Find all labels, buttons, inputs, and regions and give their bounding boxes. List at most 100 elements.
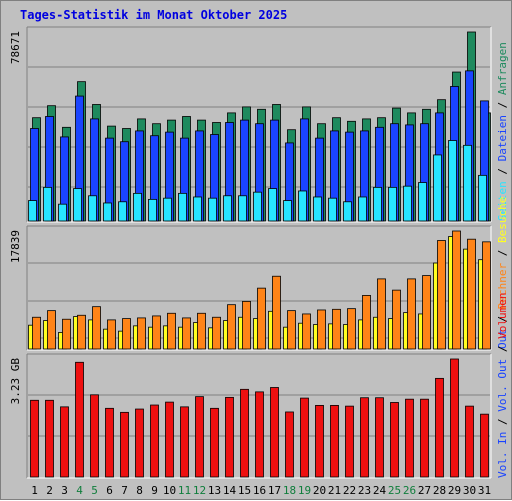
- x-tick-label-day-31: 31: [478, 484, 491, 497]
- x-tick-label-day-15: 15: [238, 484, 251, 497]
- legend-panel-3-separator-2: /: [496, 339, 509, 359]
- bar-seiten-day-9: [148, 198, 157, 222]
- x-tick-label-day-25: 25: [388, 484, 401, 497]
- bar-volumen-day-30: [465, 405, 474, 478]
- bar-seiten-day-1: [28, 200, 37, 222]
- legend-panel-2-besuche: Besuche: [496, 197, 509, 243]
- x-tick-label-day-10: 10: [163, 484, 176, 497]
- bar-seiten-day-6: [103, 202, 112, 222]
- x-tick-label-day-30: 30: [463, 484, 476, 497]
- panel-1-ymax-label: 78671: [9, 31, 22, 64]
- x-tick-label-day-1: 1: [31, 484, 38, 497]
- bar-volumen-day-28: [435, 377, 444, 478]
- x-tick-label-day-19: 19: [298, 484, 311, 497]
- x-tick-label-day-9: 9: [151, 484, 158, 497]
- legend-panel-2-separator-1: /: [496, 309, 509, 329]
- bar-rechner-day-26: [407, 278, 416, 350]
- x-tick-label-day-23: 23: [358, 484, 371, 497]
- x-tick-label-day-22: 22: [343, 484, 356, 497]
- bar-rechner-day-9: [152, 315, 161, 350]
- legend-panel-2-rechner: Rechner: [496, 263, 509, 310]
- bar-volumen-day-2: [45, 399, 54, 478]
- legend-panel-1-dateien: Dateien: [496, 115, 509, 161]
- legend-panel-2: Out / Rechner / Besuche: [496, 197, 509, 349]
- x-tick-label-day-14: 14: [223, 484, 237, 497]
- legend-panel-2-out: Out: [496, 329, 509, 349]
- legend-panel-3-separator-1: /: [496, 412, 509, 432]
- bar-rechner-day-18: [287, 310, 296, 350]
- bar-rechner-day-17: [272, 275, 281, 350]
- bar-rechner-day-24: [377, 278, 386, 350]
- bar-rechner-day-22: [347, 308, 356, 350]
- bar-volumen-day-10: [165, 401, 174, 478]
- bar-volumen-day-14: [225, 396, 234, 478]
- panel-3-ymax-label: 3.23 GB: [9, 358, 22, 405]
- bar-rechner-day-16: [257, 287, 266, 350]
- bar-seiten-day-23: [358, 196, 367, 222]
- bar-volumen-day-9: [150, 404, 159, 478]
- bar-rechner-day-20: [317, 309, 326, 350]
- bar-rechner-day-3: [62, 318, 71, 350]
- bar-seiten-day-21: [328, 197, 337, 222]
- bar-volumen-day-6: [105, 407, 114, 478]
- bar-seiten-day-20: [313, 196, 322, 222]
- bar-volumen-day-3: [60, 406, 69, 478]
- legend-panel-2-separator-2: /: [496, 243, 509, 263]
- bar-seiten-day-29: [448, 140, 457, 222]
- bar-rechner-day-30: [467, 238, 476, 350]
- x-tick-label-day-26: 26: [403, 484, 416, 497]
- bar-rechner-day-23: [362, 295, 371, 350]
- panel-2-ymax-label: 17839: [9, 230, 22, 263]
- bar-rechner-day-5: [92, 306, 101, 350]
- x-tick-label-day-17: 17: [268, 484, 281, 497]
- bar-volumen-day-7: [120, 411, 129, 478]
- bar-seiten-day-16: [253, 191, 262, 222]
- x-tick-label-day-2: 2: [46, 484, 53, 497]
- x-tick-label-day-29: 29: [448, 484, 461, 497]
- bar-volumen-day-15: [240, 388, 249, 478]
- x-tick-label-day-13: 13: [208, 484, 221, 497]
- x-tick-label-day-4: 4: [76, 484, 83, 497]
- bar-rechner-day-10: [167, 312, 176, 350]
- bar-rechner-day-19: [302, 313, 311, 350]
- bar-seiten-day-2: [43, 186, 52, 222]
- bar-seiten-day-28: [433, 154, 442, 222]
- chart-title: Tages-Statistik im Monat Oktober 2025: [20, 8, 288, 22]
- legend-panel-3-vol-in: Vol. In: [496, 432, 509, 478]
- bar-volumen-day-16: [255, 391, 264, 478]
- legend-panel-1-separator-1: /: [496, 161, 509, 181]
- bar-volumen-day-27: [420, 398, 429, 478]
- x-tick-label-day-28: 28: [433, 484, 446, 497]
- bar-rechner-day-14: [227, 304, 236, 350]
- bar-volumen-day-1: [30, 399, 39, 478]
- bar-seiten-day-13: [208, 197, 217, 222]
- bar-seiten-day-3: [58, 203, 67, 222]
- bar-rechner-day-2: [47, 310, 56, 350]
- bar-seiten-day-14: [223, 195, 232, 222]
- bar-rechner-day-8: [137, 317, 146, 350]
- bar-volumen-day-4: [75, 361, 84, 478]
- bar-volumen-day-22: [345, 405, 354, 478]
- legend-panel-1-anfragen: Anfragen: [496, 42, 509, 95]
- bar-seiten-day-22: [343, 201, 352, 222]
- bar-rechner-day-12: [197, 312, 206, 350]
- bar-rechner-day-25: [392, 289, 401, 350]
- bar-volumen-day-25: [390, 402, 399, 478]
- x-tick-label-day-21: 21: [328, 484, 341, 497]
- x-tick-label-day-5: 5: [91, 484, 98, 497]
- bar-volumen-day-13: [210, 407, 219, 478]
- bar-volumen-day-20: [315, 404, 324, 478]
- bar-volumen-day-11: [180, 406, 189, 478]
- bar-volumen-day-26: [405, 398, 414, 478]
- bar-seiten-day-10: [163, 197, 172, 222]
- bar-rechner-day-11: [182, 317, 191, 350]
- bar-volumen-day-23: [360, 397, 369, 478]
- bar-seiten-day-7: [118, 201, 127, 222]
- legend-panel-3-volumen: Volumen: [496, 293, 509, 339]
- bar-volumen-day-8: [135, 408, 144, 478]
- x-tick-label-day-24: 24: [373, 484, 387, 497]
- x-tick-label-day-7: 7: [121, 484, 128, 497]
- bar-volumen-day-29: [450, 358, 459, 478]
- bar-volumen-day-12: [195, 396, 204, 478]
